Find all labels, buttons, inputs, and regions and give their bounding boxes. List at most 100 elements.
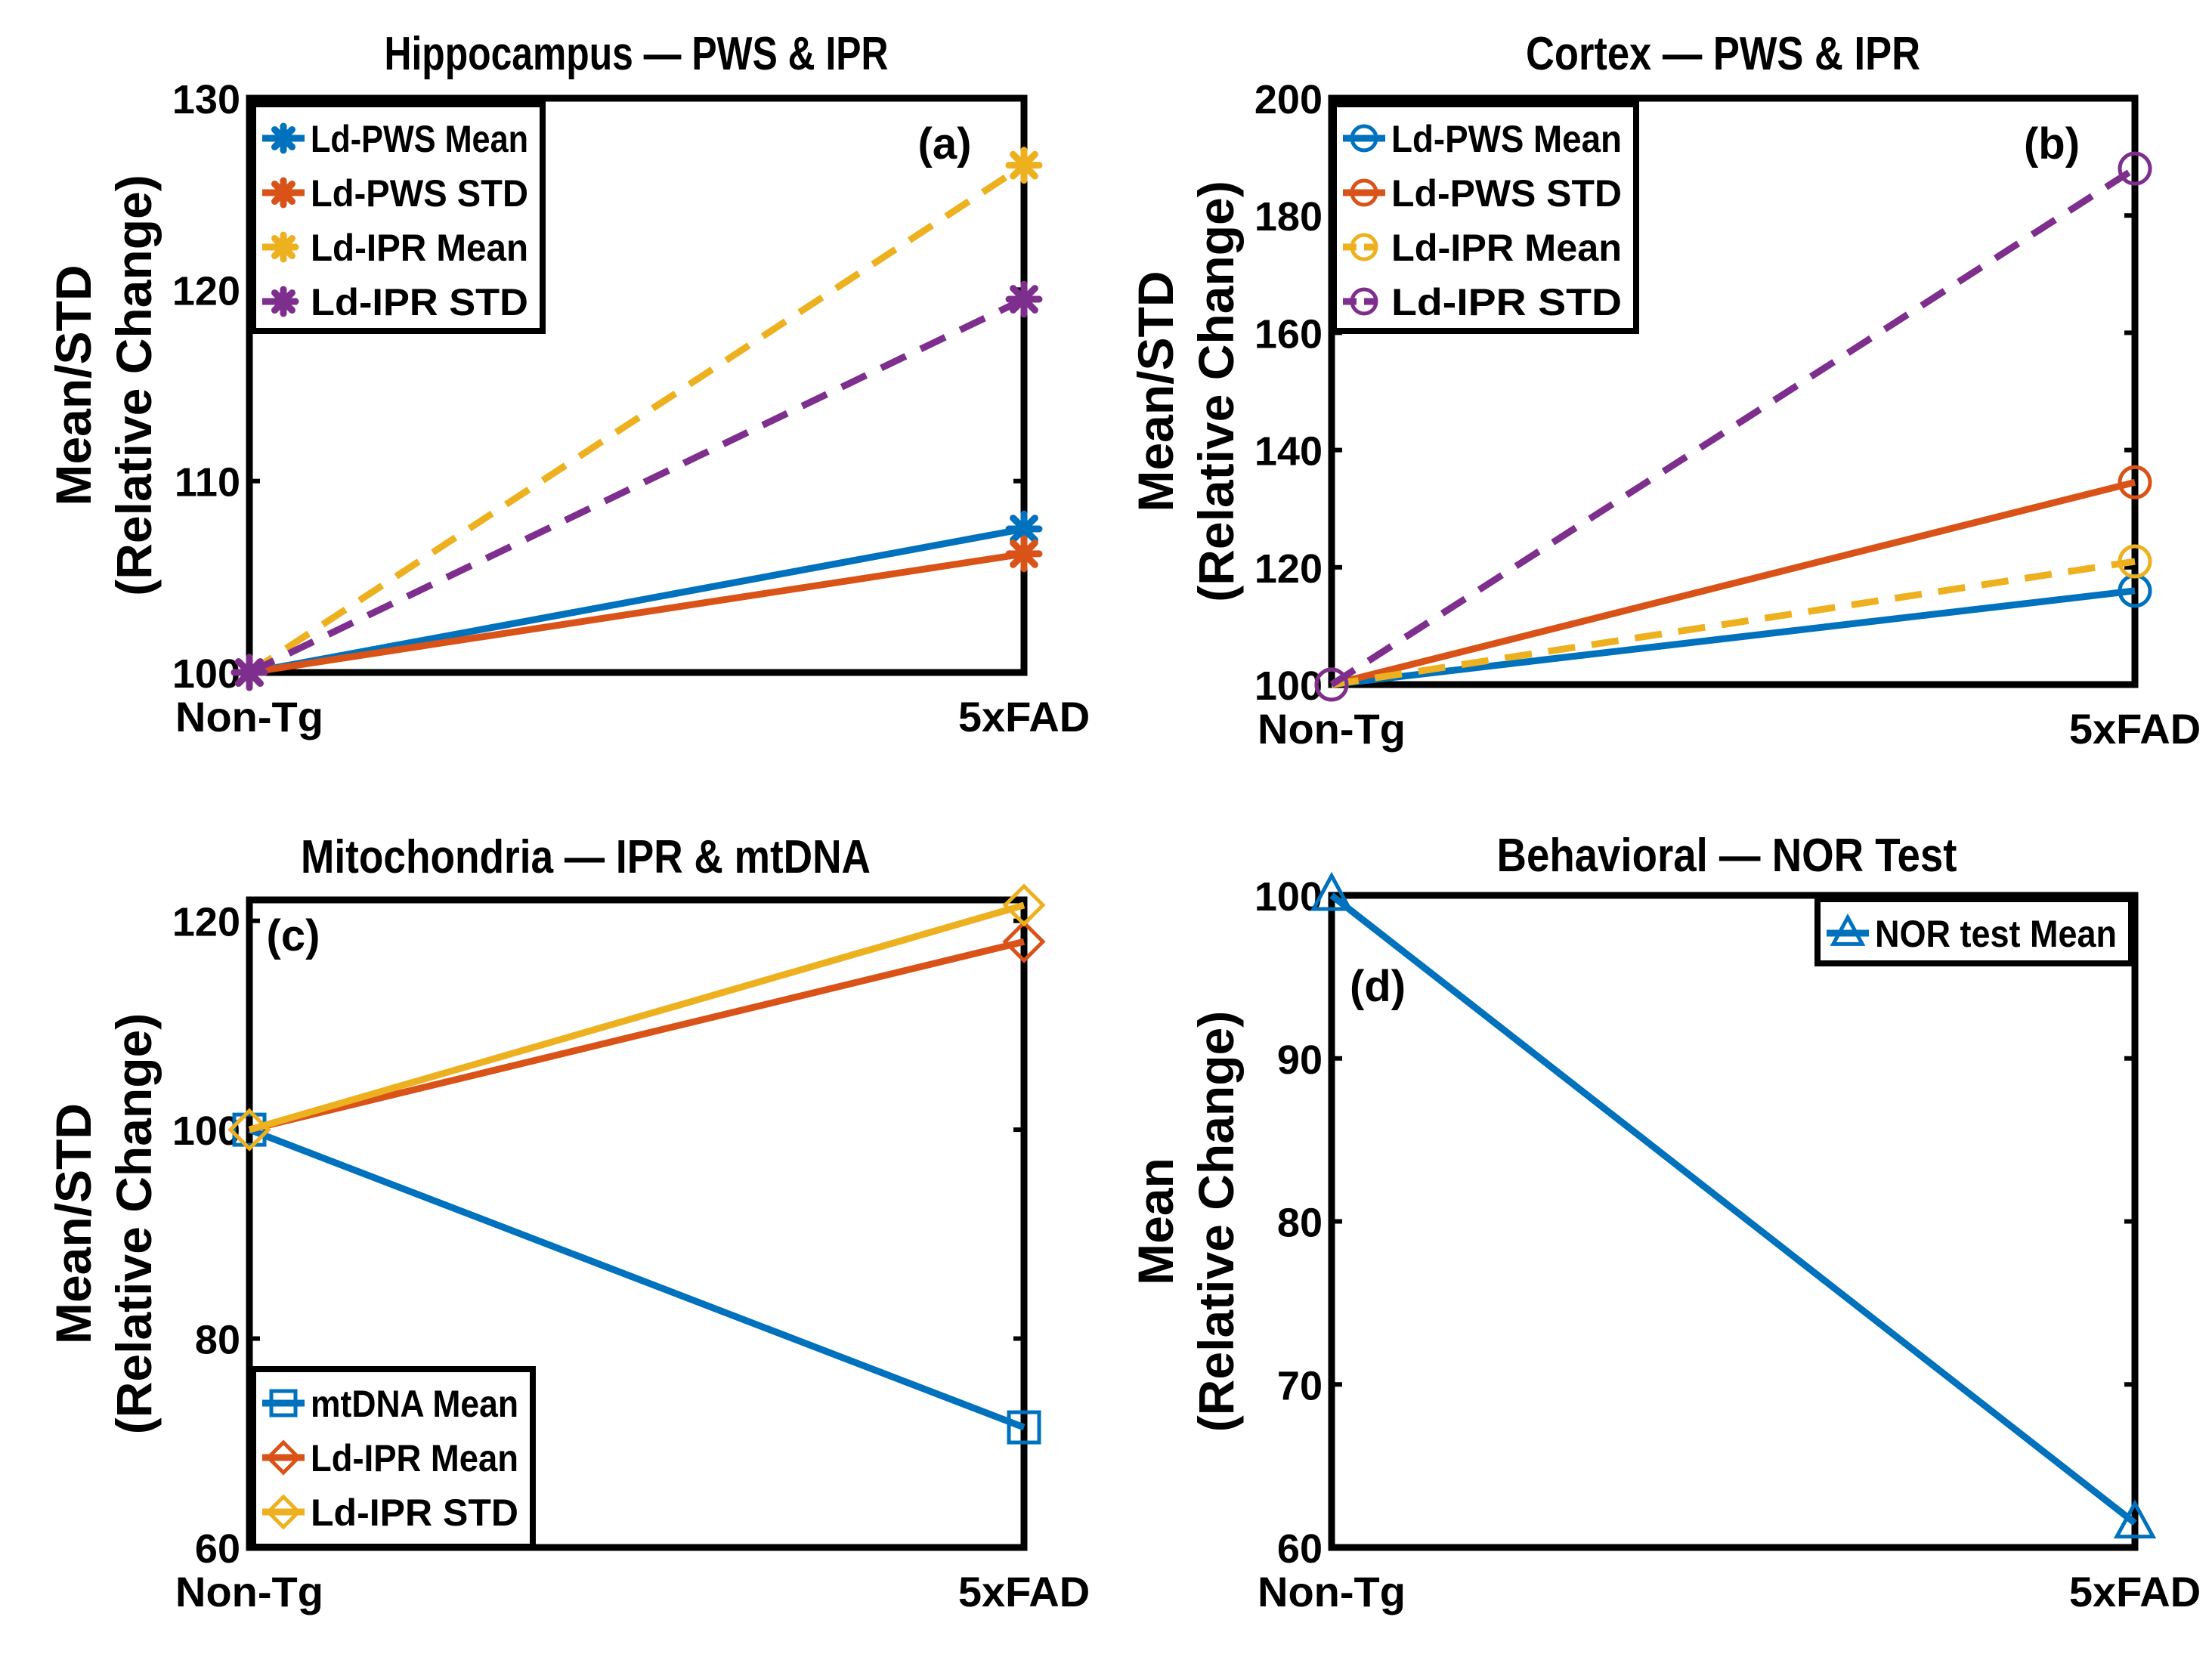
legend-marker	[1350, 233, 1378, 261]
chart-panel-d: Behavioral — NOR Test 60 70 80 90 100 Non-Tg 5x…	[1128, 830, 2201, 1615]
series-line-ld-ipr-mean	[247, 162, 1026, 676]
y-tick-label: 80	[195, 1318, 240, 1363]
x-tick-label: 5xFAD	[958, 1568, 1090, 1615]
legend-marker	[1350, 124, 1378, 153]
y-tick-label: 70	[1277, 1363, 1323, 1408]
chart-title: Mitochondria — IPR & mtDNA	[301, 831, 871, 883]
y-tick-label: 100	[172, 1108, 240, 1154]
series-line-mtdna-mean	[248, 1126, 1026, 1431]
data-point	[1002, 920, 1046, 963]
series-line-ld-pws-mean	[1331, 587, 2136, 688]
y-tick-label: 100	[1254, 663, 1323, 709]
x-tick-label: Non-Tg	[175, 1568, 323, 1615]
x-tick-label: Non-Tg	[1258, 705, 1406, 753]
data-point	[1007, 1410, 1041, 1445]
data-point	[2113, 1499, 2157, 1539]
chart-title: Behavioral — NOR Test	[1497, 830, 1957, 882]
chart-panel-a: Hippocampus — PWS & IPR 100 110 120 130 Non-T…	[45, 28, 1090, 740]
y-tick-label: 110	[175, 460, 240, 505]
legend-entry: Ld-PWS Mean	[311, 118, 528, 160]
y-axis-label: (Relative Change)	[106, 175, 162, 595]
legend-entry: Ld-IPR STD	[311, 1492, 518, 1534]
legend: mtDNA Mean Ld-IPR Mean Ld-IPR STD	[250, 1366, 536, 1550]
legend-marker	[1350, 287, 1378, 316]
x-tick-label: 5xFAD	[958, 693, 1090, 740]
series-line-ld-ipr-mean	[248, 938, 1026, 1133]
data-point	[1005, 510, 1043, 548]
y-tick-label: 60	[195, 1526, 240, 1572]
legend-box	[1814, 896, 2134, 966]
y-axis-label: Mean	[1128, 1158, 1183, 1285]
data-point	[2118, 151, 2152, 186]
legend-entry: Ld-PWS Mean	[1391, 118, 1622, 160]
y-tick-label: 120	[172, 268, 240, 314]
legend-entry: Ld-IPR Mean	[1391, 227, 1622, 269]
data-point	[230, 654, 268, 691]
legend-entry: mtDNA Mean	[311, 1383, 518, 1425]
legend-marker	[268, 122, 299, 154]
y-axis-label: Mean/STD	[1128, 271, 1183, 512]
legend-entry: NOR test Mean	[1875, 913, 2117, 955]
y-tick-label: 120	[1254, 546, 1323, 592]
legend-marker	[268, 177, 299, 209]
y-tick-label: 160	[1254, 311, 1323, 357]
plot-area	[246, 896, 1028, 1551]
data-point	[2118, 465, 2152, 499]
data-point	[2118, 544, 2152, 579]
y-tick-label: 180	[1254, 194, 1323, 240]
series-line-ld-pws-std	[1330, 478, 2136, 688]
y-tick-label: 140	[1254, 429, 1323, 475]
y-tick-label: 60	[1277, 1526, 1323, 1572]
chart-panel-c: Mitochondria — IPR & mtDNA 60 80 100 120 Non-…	[45, 831, 1090, 1615]
chart-title: Hippocampus — PWS & IPR	[385, 28, 889, 80]
x-tick-label: 5xFAD	[2069, 705, 2201, 753]
data-point	[1005, 147, 1043, 184]
series-line-ld-ipr-std	[248, 901, 1026, 1133]
y-tick-label: 90	[1277, 1037, 1323, 1083]
legend-entry: Ld-IPR Mean	[311, 1437, 518, 1479]
legend-box	[250, 101, 546, 334]
y-axis-label: Mean/STD	[45, 1103, 101, 1344]
chart-panel-b: Cortex — PWS & IPR 100 120 140 160 180 200 Non-…	[1128, 28, 2201, 753]
y-axis-label: (Relative Change)	[1188, 1011, 1244, 1432]
panel-label: (a)	[918, 119, 972, 168]
panel-label: (c)	[267, 911, 320, 960]
y-tick-label: 80	[1277, 1201, 1323, 1246]
legend-entry: Ld-IPR Mean	[311, 227, 528, 269]
x-tick-label: 5xFAD	[2069, 1568, 2201, 1615]
series-line-ld-ipr-std	[248, 295, 1026, 676]
data-point	[227, 1108, 271, 1152]
legend-marker	[269, 1389, 298, 1417]
legend-marker	[265, 1494, 302, 1530]
legend-marker	[1830, 913, 1866, 946]
legend-marker	[265, 1439, 302, 1476]
y-tick-label: 130	[172, 77, 240, 122]
legend: NOR test Mean	[1814, 896, 2134, 966]
data-point	[1005, 280, 1043, 318]
legend: Ld-PWS Mean Ld-PWS STD Ld-IPR Mean Ld-IPR S…	[250, 101, 546, 334]
series-line-nor-test-mean	[1329, 892, 2137, 1526]
legend-entry: Ld-IPR STD	[311, 281, 528, 323]
y-axis-label: Mean/STD	[45, 264, 101, 505]
legend-box	[1331, 101, 1639, 334]
panel-label: (b)	[2024, 119, 2080, 168]
series-line-ld-ipr-std	[1329, 165, 2137, 688]
y-tick-label: 200	[1254, 77, 1323, 122]
plot-area	[1328, 94, 2139, 688]
data-point	[1002, 883, 1046, 927]
series-line-ld-pws-std	[249, 550, 1025, 676]
legend-marker	[268, 286, 299, 317]
legend-marker	[268, 231, 299, 263]
x-tick-label: Non-Tg	[175, 693, 323, 740]
legend-entry: Ld-PWS STD	[1391, 172, 1622, 215]
plot-area	[246, 94, 1028, 676]
data-point	[1310, 871, 1353, 911]
y-axis-label: (Relative Change)	[1188, 181, 1244, 601]
legend: Ld-PWS Mean Ld-PWS STD Ld-IPR Mean Ld-IPR S…	[1331, 101, 1639, 334]
panel-label: (d)	[1350, 962, 1406, 1011]
y-tick-label: 100	[1254, 874, 1323, 920]
data-point	[1314, 667, 1349, 702]
y-tick-label: 100	[172, 651, 240, 697]
y-axis-label: (Relative Change)	[106, 1013, 162, 1434]
